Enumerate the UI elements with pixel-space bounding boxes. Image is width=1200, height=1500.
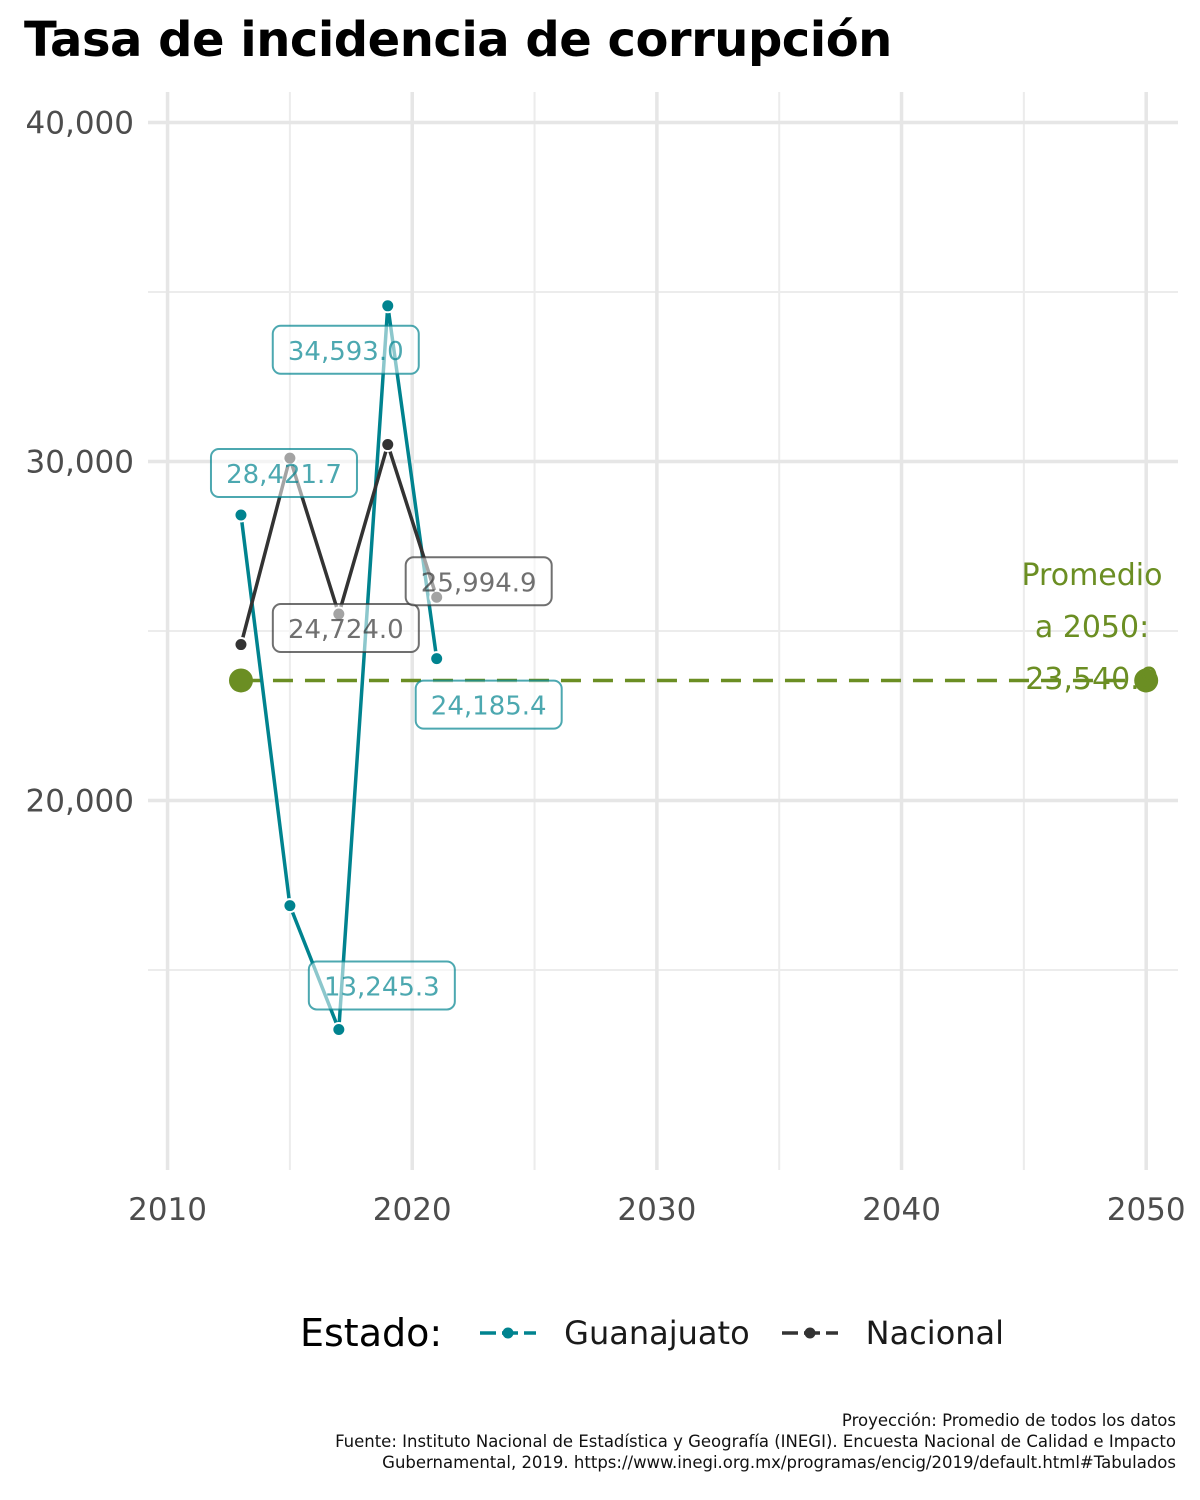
data-point-guanajuato — [429, 651, 445, 667]
data-label: 34,593.0 — [288, 337, 404, 367]
legend-label-nacional: Nacional — [865, 1314, 1005, 1352]
data-label-box — [404, 556, 553, 607]
x-tick-label: 2050 — [1107, 1192, 1186, 1228]
data-label-box — [209, 448, 358, 499]
data-point-guanajuato — [233, 507, 249, 523]
data-label: 13,245.3 — [324, 972, 440, 1002]
legend-title: Estado: — [300, 1311, 443, 1355]
data-point-guanajuato — [380, 298, 396, 314]
x-tick-label: 2020 — [373, 1192, 452, 1228]
series-points — [228, 298, 1159, 1037]
legend-item-guanajuato: Guanajuato — [478, 1314, 750, 1352]
data-label-box — [271, 603, 420, 654]
data-label: 28,421.7 — [226, 460, 342, 490]
data-point-guanajuato — [331, 1021, 347, 1037]
legend-key-nacional — [781, 1327, 838, 1339]
projection-annotation: Promedio a 2050: 23,540.9 — [1021, 558, 1162, 697]
y-tick-label: 20,000 — [26, 783, 134, 819]
data-label-box — [414, 679, 563, 730]
data-point-guanajuato — [282, 898, 298, 914]
projection-annotation-line: Promedio — [1021, 558, 1162, 593]
legend-key-guanajuato — [480, 1327, 537, 1339]
data-label-box — [307, 960, 456, 1011]
caption-line-projection: Proyección: Promedio de todos los datos — [841, 1411, 1176, 1430]
data-labels: 28,421.7 13,245.3 34,593.0 24,185.4 24,724.0… — [209, 324, 563, 1011]
projection-point — [1134, 668, 1159, 693]
projection-annotation-line: a 2050: — [1035, 610, 1149, 645]
chart-title: Tasa de incidencia de corrupción — [24, 12, 892, 68]
legend: Estado: Guanajuato Nacional — [300, 1308, 1034, 1358]
x-tick-label: 2030 — [617, 1192, 696, 1228]
y-tick-label: 40,000 — [26, 106, 134, 142]
series-line-guanajuato — [239, 304, 439, 1032]
line-chart: 20,000 30,000 40,000 2010 2020 2030 2040 2050 2… — [26, 92, 1186, 1228]
series-lines — [239, 304, 1147, 1032]
data-label: 24,185.4 — [431, 692, 547, 722]
legend-item-nacional: Nacional — [780, 1314, 1004, 1352]
data-label-box — [271, 324, 420, 375]
caption-line-source-cont: Gubernamental, 2019. https://www.inegi.o… — [382, 1453, 1176, 1472]
caption-line-source: Fuente: Instituto Nacional de Estadístic… — [335, 1432, 1176, 1451]
caption: Proyección: Promedio de todos los datos … — [26, 1410, 1176, 1473]
x-tick-label: 2040 — [862, 1192, 941, 1228]
projection-point — [228, 668, 253, 693]
axis-ticks: 20,000 30,000 40,000 2010 2020 2030 2040 2050 — [26, 106, 1186, 1228]
data-label: 25,994.9 — [421, 568, 537, 598]
projection-annotation-line: 23,540.9 — [1025, 662, 1159, 697]
legend-label-guanajuato: Guanajuato — [564, 1314, 750, 1352]
data-label: 24,724.0 — [288, 615, 404, 645]
x-tick-label: 2010 — [128, 1192, 207, 1228]
data-point-nacional — [233, 637, 249, 653]
data-point-nacional — [380, 437, 396, 453]
y-tick-label: 30,000 — [26, 445, 134, 481]
